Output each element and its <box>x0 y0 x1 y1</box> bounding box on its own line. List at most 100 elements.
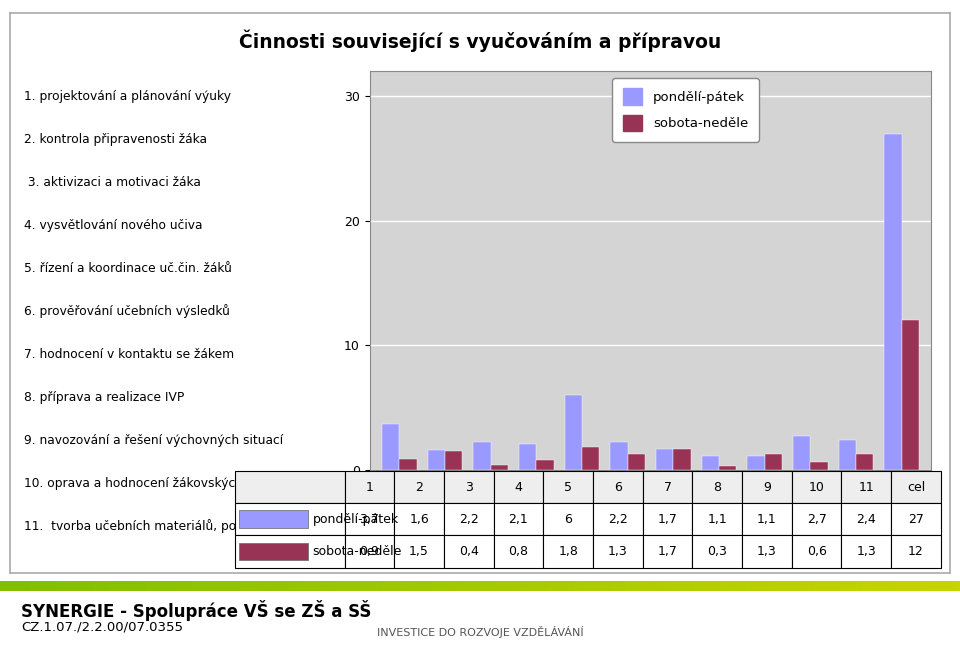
Text: 27: 27 <box>908 513 924 526</box>
Text: 2,1: 2,1 <box>509 513 528 526</box>
Bar <box>345 471 395 503</box>
Bar <box>395 471 444 503</box>
Text: 1,1: 1,1 <box>757 513 777 526</box>
Bar <box>444 451 463 470</box>
Bar <box>543 535 593 568</box>
Bar <box>673 448 690 470</box>
Bar <box>235 503 345 535</box>
Text: 8: 8 <box>713 481 721 494</box>
Bar <box>792 471 841 503</box>
Bar <box>692 535 742 568</box>
Bar <box>382 424 399 470</box>
Text: INVESTICE DO ROZVOJE VZDĚLÁVÁNÍ: INVESTICE DO ROZVOJE VZDĚLÁVÁNÍ <box>376 626 584 638</box>
Bar <box>742 471 792 503</box>
Text: 1,7: 1,7 <box>658 545 678 558</box>
Legend: pondělí-pátek, sobota-neděle: pondělí-pátek, sobota-neděle <box>612 78 758 142</box>
Text: 1,1: 1,1 <box>708 513 727 526</box>
Bar <box>891 471 941 503</box>
Text: 6: 6 <box>564 513 572 526</box>
Bar <box>702 456 719 470</box>
Bar <box>395 535 444 568</box>
Text: 2. kontrola připravenosti žáka: 2. kontrola připravenosti žáka <box>24 133 207 146</box>
Bar <box>719 466 736 470</box>
Bar <box>345 503 395 535</box>
Bar <box>856 454 874 470</box>
Text: 2,4: 2,4 <box>856 513 876 526</box>
Bar <box>444 535 493 568</box>
Text: 11: 11 <box>858 481 875 494</box>
Bar <box>399 459 417 470</box>
Text: 8. příprava a realizace IVP: 8. příprava a realizace IVP <box>24 391 184 404</box>
Bar <box>891 503 941 535</box>
Text: 3: 3 <box>465 481 472 494</box>
Text: 4. vysvětlování nového učiva: 4. vysvětlování nového učiva <box>24 218 203 231</box>
Text: 1,3: 1,3 <box>757 545 777 558</box>
Text: SYNERGIE - Spolupráce VŠ se ZŠ a SŠ: SYNERGIE - Spolupráce VŠ se ZŠ a SŠ <box>21 600 372 621</box>
Bar <box>593 503 642 535</box>
Text: 5: 5 <box>564 481 572 494</box>
Bar <box>792 535 841 568</box>
Text: Činnosti související s vyučováním a přípravou: Činnosti související s vyučováním a příp… <box>239 29 721 52</box>
Bar <box>593 535 642 568</box>
Bar <box>239 511 308 528</box>
Bar <box>235 535 345 568</box>
Text: 1,5: 1,5 <box>409 545 429 558</box>
Text: 7. hodnocení v kontaktu se žákem: 7. hodnocení v kontaktu se žákem <box>24 347 234 360</box>
Text: 6: 6 <box>613 481 622 494</box>
Bar <box>642 503 692 535</box>
Bar <box>884 133 901 470</box>
Text: 1: 1 <box>366 481 373 494</box>
Bar <box>841 503 891 535</box>
Bar <box>764 454 781 470</box>
Text: pondělí-pátek: pondělí-pátek <box>313 513 398 526</box>
Bar <box>564 395 582 470</box>
Text: 2: 2 <box>415 481 423 494</box>
Bar <box>493 503 543 535</box>
Text: 2,2: 2,2 <box>608 513 628 526</box>
Bar <box>444 503 493 535</box>
Text: 5. řízení a koordinace uč.čin. žáků: 5. řízení a koordinace uč.čin. žáků <box>24 262 232 275</box>
Text: 9. navozování a řešení výchovných situací: 9. navozování a řešení výchovných situac… <box>24 434 283 446</box>
Bar <box>792 503 841 535</box>
Text: 3. aktivizaci a motivaci žáka: 3. aktivizaci a motivaci žáka <box>24 176 201 189</box>
Bar <box>810 462 828 470</box>
Bar <box>427 450 444 470</box>
Bar <box>519 444 537 470</box>
Bar <box>742 535 792 568</box>
Text: 1. projektování a plánování výuky: 1. projektování a plánování výuky <box>24 89 231 102</box>
Text: 10: 10 <box>808 481 825 494</box>
Bar <box>628 454 645 470</box>
Bar <box>841 535 891 568</box>
Bar <box>793 436 810 470</box>
Text: 9: 9 <box>763 481 771 494</box>
Bar <box>491 465 508 470</box>
Text: 1,6: 1,6 <box>409 513 429 526</box>
Text: 1,7: 1,7 <box>658 513 678 526</box>
Bar <box>473 443 491 470</box>
Bar <box>395 503 444 535</box>
Text: 7: 7 <box>663 481 672 494</box>
Bar <box>543 503 593 535</box>
Text: 0,9: 0,9 <box>359 545 379 558</box>
Text: cel: cel <box>907 481 925 494</box>
Bar <box>838 440 856 470</box>
Bar <box>537 460 554 470</box>
Bar <box>642 471 692 503</box>
Bar <box>642 535 692 568</box>
Text: 6. prověřování učebních výsledků: 6. prověřování učebních výsledků <box>24 304 229 318</box>
Text: 4: 4 <box>515 481 522 494</box>
Text: 1,3: 1,3 <box>856 545 876 558</box>
Bar <box>692 471 742 503</box>
Bar <box>493 535 543 568</box>
Bar <box>444 471 493 503</box>
Bar <box>493 471 543 503</box>
Text: 0,6: 0,6 <box>806 545 827 558</box>
Bar <box>656 448 673 470</box>
Text: 0,8: 0,8 <box>509 545 528 558</box>
Bar <box>742 503 792 535</box>
Bar <box>901 320 919 470</box>
Text: 0,3: 0,3 <box>708 545 727 558</box>
Bar <box>692 503 742 535</box>
Text: 12: 12 <box>908 545 924 558</box>
Text: 10. oprava a hodnocení žákovských prací: 10. oprava a hodnocení žákovských prací <box>24 476 277 489</box>
